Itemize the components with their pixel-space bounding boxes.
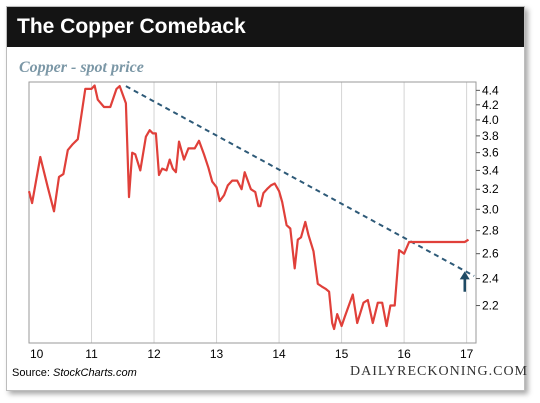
brand-watermark: DAILYRECKONING.COM: [350, 364, 528, 379]
plot-area-border: [28, 81, 477, 344]
y-tick-label: 3.2: [482, 182, 499, 196]
y-tick-label: 2.6: [482, 247, 499, 261]
chart-title-bar: The Copper Comeback: [7, 7, 524, 47]
y-tick-label: 4.4: [482, 83, 499, 97]
x-tick-label: 13: [210, 347, 224, 361]
y-tick-label: 3.0: [482, 202, 499, 216]
breakout-arrow-head: [459, 271, 470, 280]
y-tick-label: 2.8: [482, 224, 499, 238]
chart-subtitle: Copper - spot price: [19, 59, 144, 76]
x-tick-label: 16: [397, 347, 411, 361]
x-tick-label: 14: [272, 347, 286, 361]
chart-headline: The Copper Comeback: [17, 15, 246, 38]
y-tick-label: 3.8: [482, 129, 499, 143]
chart-card: The Copper Comeback Copper - spot price: [6, 6, 525, 391]
y-tick-label: 3.4: [482, 163, 499, 177]
source-note: Source: StockCharts.com: [12, 367, 137, 379]
x-tick-label: 17: [460, 347, 474, 361]
trendline: [125, 85, 475, 277]
x-tick-label: 12: [147, 347, 161, 361]
source-name: StockCharts.com: [52, 367, 137, 379]
y-tick-label: 3.6: [482, 146, 499, 160]
price-line: [27, 84, 470, 331]
x-tick-label: 11: [85, 347, 98, 361]
y-tick-label: 2.2: [482, 299, 499, 313]
x-tick-label: 10: [30, 347, 44, 361]
y-tick-label: 4.0: [482, 113, 499, 127]
y-tick-label: 4.2: [482, 98, 499, 112]
x-tick-label: 15: [335, 347, 349, 361]
y-tick-label: 2.4: [482, 272, 499, 286]
source-label: Source:: [12, 367, 50, 379]
